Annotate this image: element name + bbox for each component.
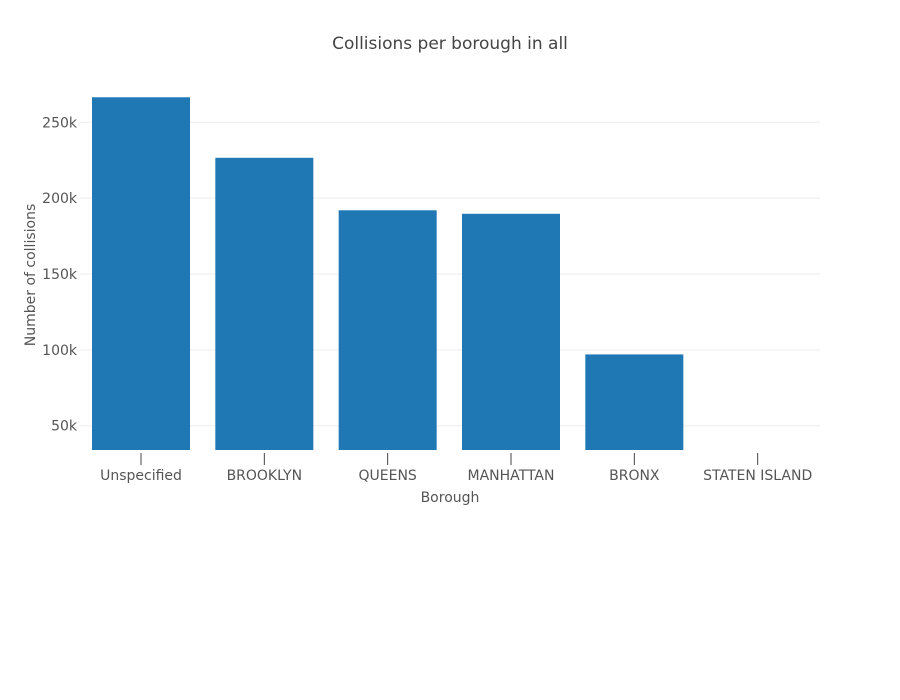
- bar-layer: [92, 97, 684, 451]
- x-tick-label: BRONX: [609, 468, 660, 484]
- chart-title: Collisions per borough in all: [332, 34, 568, 54]
- x-tick-label: Unspecified: [100, 468, 182, 484]
- y-tick-label: 150k: [42, 267, 78, 283]
- x-tick-label: BROOKLYN: [227, 468, 303, 484]
- bar-brooklyn[interactable]: [215, 157, 314, 451]
- bar-queens[interactable]: [338, 210, 437, 450]
- x-axis-ticks: Unspecified BROOKLYN QUEENS MANHATTAN BRONX S…: [100, 453, 812, 484]
- y-tick-label: 200k: [42, 191, 78, 207]
- x-tick-label: STATEN ISLAND: [703, 468, 812, 484]
- y-tick-label: 50k: [51, 419, 78, 435]
- bar-manhattan[interactable]: [462, 213, 560, 450]
- y-tick-label: 250k: [42, 115, 78, 131]
- grid-layer: [80, 121, 820, 427]
- bar-bronx[interactable]: [585, 354, 684, 450]
- x-tick-label: QUEENS: [359, 468, 417, 484]
- x-axis-title: Borough: [421, 490, 480, 506]
- x-tick-label: MANHATTAN: [468, 468, 555, 484]
- y-tick-label: 100k: [42, 343, 78, 359]
- y-axis-title: Number of collisions: [23, 204, 39, 346]
- y-axis-ticks: 50k 100k 150k 200k 250k: [42, 115, 78, 434]
- bar-unspecified[interactable]: [92, 97, 190, 451]
